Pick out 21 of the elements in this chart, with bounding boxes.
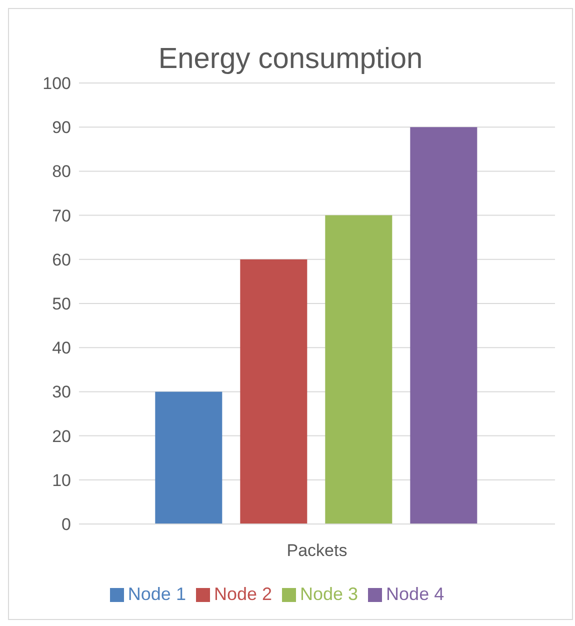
y-tick-label: 50 xyxy=(52,294,71,314)
x-tick-label: Packets xyxy=(286,541,348,560)
y-tick-label: 10 xyxy=(52,470,71,490)
y-tick-label: 80 xyxy=(52,162,71,182)
y-tick-label: 30 xyxy=(52,382,71,402)
y-tick-label: 70 xyxy=(52,206,71,226)
legend-label: Node 4 xyxy=(386,584,444,604)
bar xyxy=(155,392,222,524)
bar xyxy=(410,127,478,524)
bar xyxy=(325,215,392,524)
chart-title: Energy consumption xyxy=(157,42,424,75)
y-tick-label: 100 xyxy=(42,74,71,94)
legend-label: Node 3 xyxy=(300,584,358,604)
y-tick-label: 90 xyxy=(52,118,71,138)
y-tick-label: 60 xyxy=(52,250,71,270)
legend-label: Node 1 xyxy=(128,584,186,604)
bar xyxy=(240,259,308,524)
legend-label: Node 2 xyxy=(214,584,272,604)
y-tick-label: 0 xyxy=(62,515,71,534)
y-tick-label: 20 xyxy=(52,426,71,446)
y-tick-label: 40 xyxy=(52,338,71,358)
